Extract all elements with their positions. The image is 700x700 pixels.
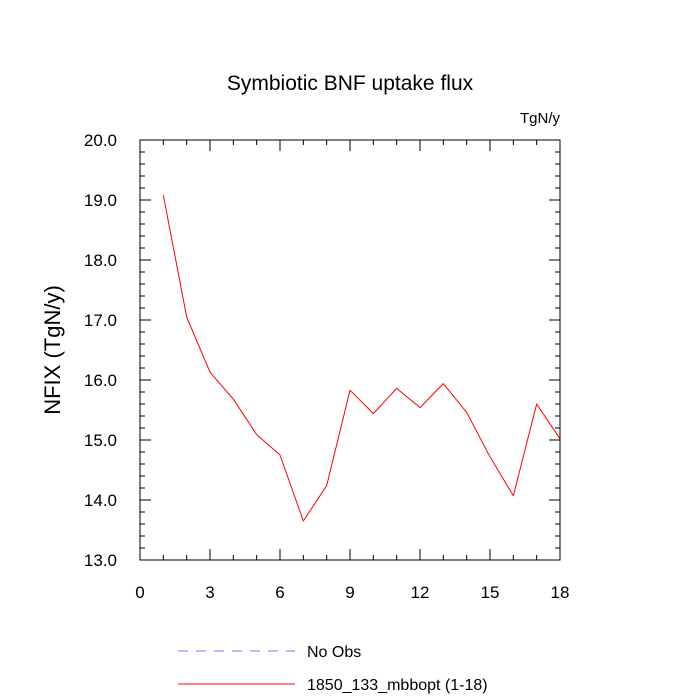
x-tick-label: 9 <box>345 583 354 602</box>
y-tick-label: 19.0 <box>84 191 117 210</box>
plot-frame <box>139 139 561 561</box>
series-line <box>162 195 561 522</box>
y-tick-label: 13.0 <box>84 551 117 570</box>
chart-title: Symbiotic BNF uptake flux <box>227 72 474 95</box>
y-tick-label: 17.0 <box>84 311 117 330</box>
y-tick-label: 16.0 <box>84 371 117 390</box>
x-tick-label: 0 <box>135 583 144 602</box>
x-tick-label: 18 <box>551 583 570 602</box>
x-tick-label: 15 <box>481 583 500 602</box>
x-tick-label: 6 <box>275 583 284 602</box>
plot-series <box>162 195 561 522</box>
y-tick-label: 18.0 <box>84 251 117 270</box>
y-axis-label: NFIX (TgN/y) <box>40 285 65 415</box>
axis-ticks <box>139 139 561 561</box>
units-label: TgN/y <box>520 110 561 127</box>
legend-label: No Obs <box>307 644 361 661</box>
legend: No Obs 1850_133_mbbopt (1-18) <box>178 644 488 694</box>
x-tick-label: 3 <box>205 583 214 602</box>
y-tick-label: 14.0 <box>84 491 117 510</box>
y-tick-label: 20.0 <box>84 131 117 150</box>
x-tick-label: 12 <box>411 583 430 602</box>
legend-label: 1850_133_mbbopt (1-18) <box>307 677 488 694</box>
y-tick-label: 15.0 <box>84 431 117 450</box>
tick-labels: 0 3 6 9 12 15 18 13.0 14.0 15.0 16.0 17.0 18.0 19.0 20… <box>84 131 570 602</box>
